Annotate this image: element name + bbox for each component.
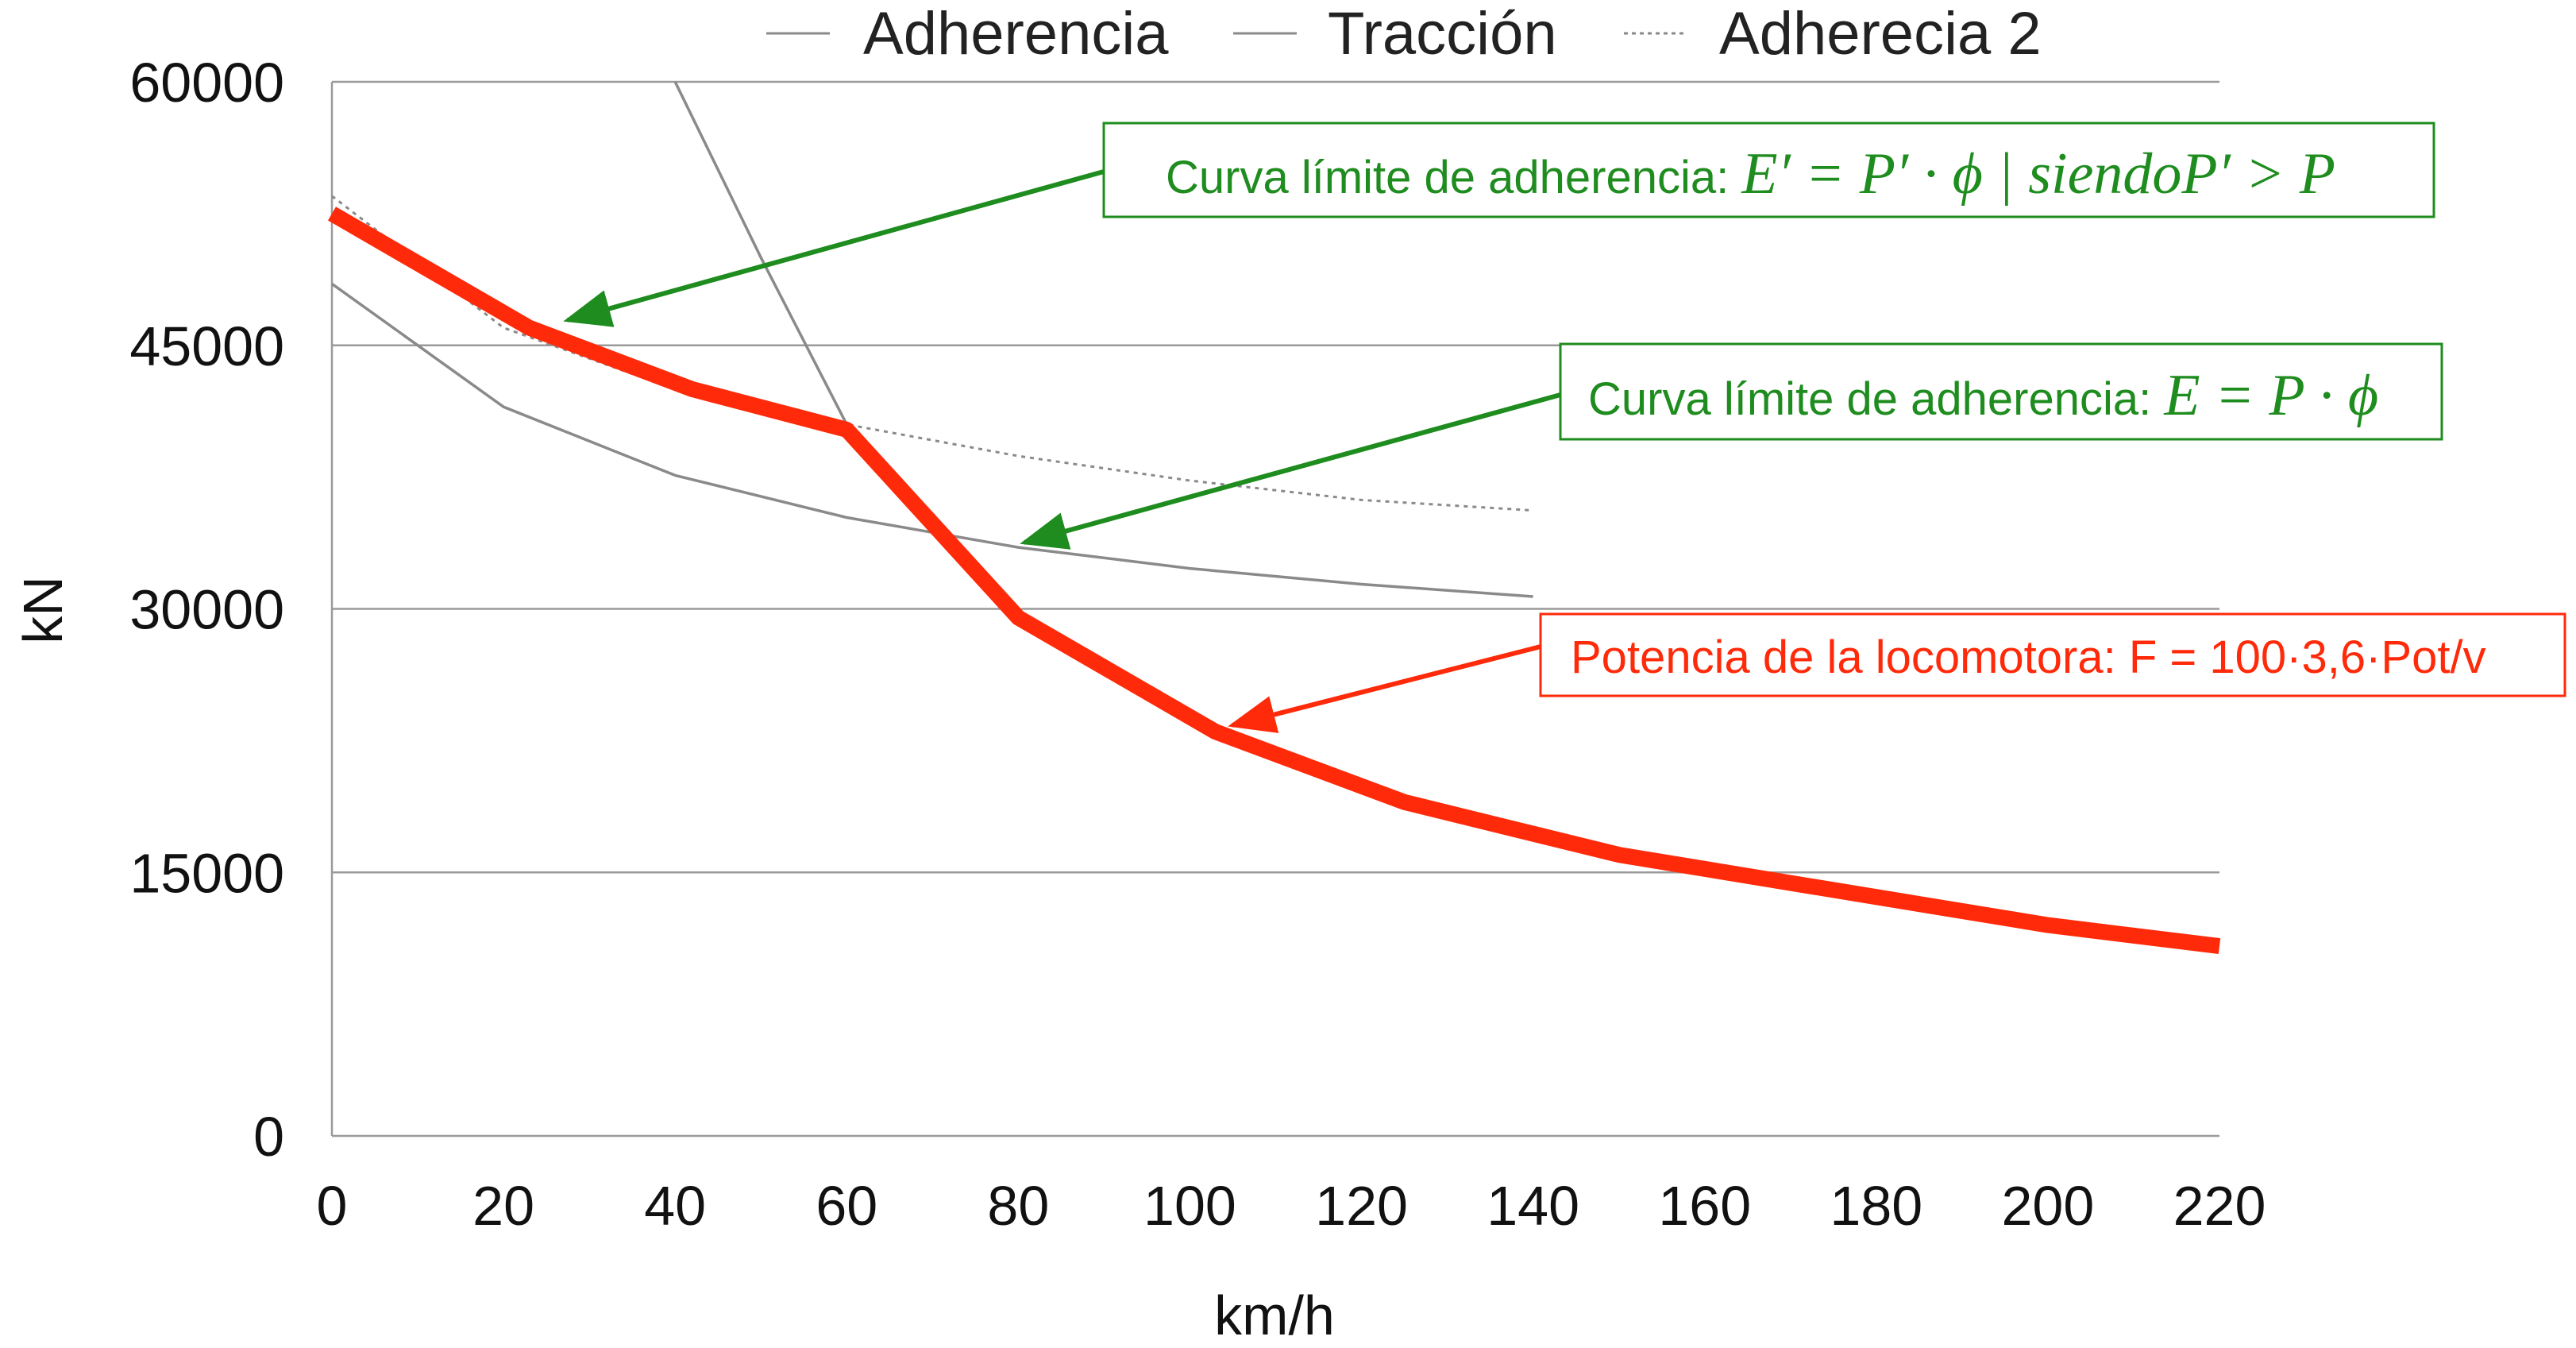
legend: Adherencia Tracción Adherecia 2 — [766, 0, 2042, 68]
x-tick-label-1: 20 — [472, 1175, 534, 1237]
annotation-1-formula: E′ = P′ · ϕ | siendoP′ > P — [1741, 141, 2335, 207]
series-line-traccion — [673, 81, 848, 426]
annotation-2-text: Curva límite de adherencia: E = P · ϕ — [1588, 363, 2378, 428]
legend-label-adherecia-2: Adherecia 2 — [1719, 0, 2042, 68]
x-tick-label-2: 40 — [644, 1175, 706, 1237]
series-layer — [327, 81, 2221, 955]
x-tick-label-11: 220 — [2173, 1175, 2266, 1237]
x-tick-label-4: 80 — [987, 1175, 1049, 1237]
x-tick-label-5: 100 — [1143, 1175, 1236, 1237]
annotation-3-text: Potencia de la locomotora: F = 100·3,6·P… — [1571, 632, 2486, 683]
y-tick-label-2: 30000 — [129, 579, 284, 641]
series-line-potencia-de-la-locomotora — [327, 207, 2221, 955]
y-tick-label-0: 0 — [253, 1106, 284, 1168]
x-tick-label-7: 140 — [1487, 1175, 1579, 1237]
annotation-1-text: Curva límite de adherencia: E′ = P′ · ϕ … — [1166, 141, 2335, 207]
annotation-2-prefix: Curva límite de adherencia: — [1588, 373, 2164, 425]
x-tick-label-0: 0 — [317, 1175, 348, 1237]
series-line-adherencia — [330, 282, 1533, 598]
x-tick-label-10: 200 — [2002, 1175, 2095, 1237]
x-tick-label-6: 120 — [1315, 1175, 1408, 1237]
x-axis-title: km/h — [1214, 1284, 1335, 1346]
annotation-3-arrow — [1228, 644, 1541, 733]
annotation-2-arrow — [1020, 392, 1561, 550]
annotation-3-box — [1539, 612, 2566, 697]
y-tick-label-3: 45000 — [129, 315, 284, 377]
x-tick-label-8: 160 — [1658, 1175, 1751, 1237]
y-tick-label-1: 15000 — [129, 842, 284, 904]
annotation-1-prefix: Curva límite de adherencia: — [1166, 152, 1741, 203]
legend-label-adherencia: Adherencia — [863, 0, 1169, 68]
axes — [330, 82, 2219, 1137]
annotation-2-box — [1559, 342, 2443, 441]
annotation-2-formula: E = P · ϕ — [2163, 363, 2378, 428]
legend-label-traccion: Tracción — [1328, 0, 1557, 68]
annotation-1-arrow — [563, 169, 1105, 327]
annotations: Curva límite de adherencia: E′ = P′ · ϕ … — [563, 122, 2566, 733]
x-tick-label-3: 60 — [816, 1175, 877, 1237]
y-tick-label-4: 60000 — [129, 52, 284, 114]
y-axis-title: kN — [12, 576, 74, 644]
x-tick-label-9: 180 — [1830, 1175, 1922, 1237]
tick-labels: 0 15000 30000 45000 60000 0 20 40 60 80 100 120 140 1… — [129, 52, 2266, 1237]
series-line-adherecia-2 — [331, 195, 1533, 512]
annotation-1-box — [1102, 122, 2435, 218]
grid — [332, 80, 2219, 874]
